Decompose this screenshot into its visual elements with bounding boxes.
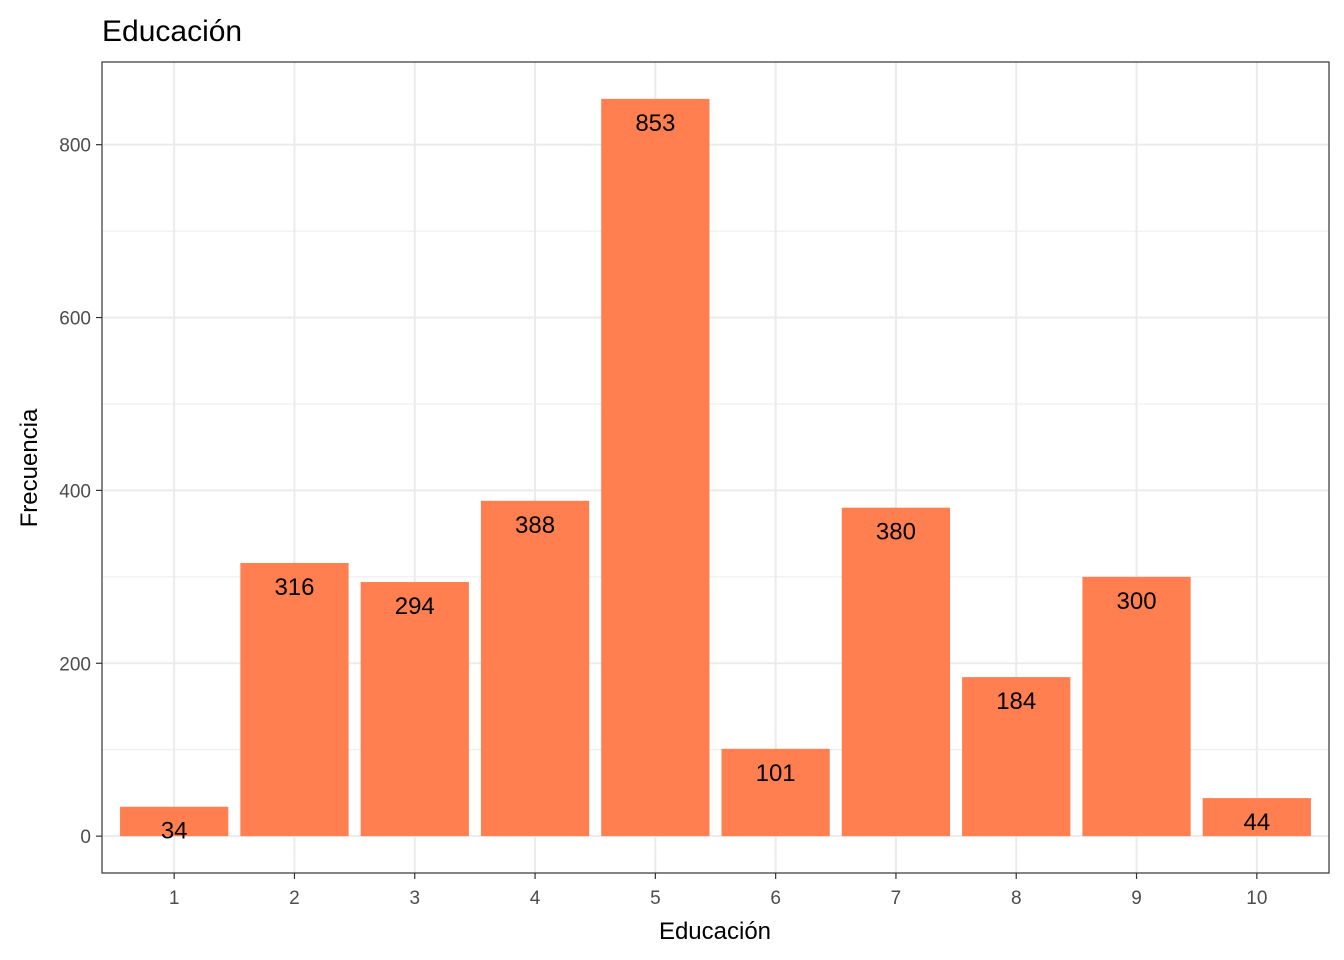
y-axis-title: Frecuencia (16, 408, 43, 527)
x-tick-label: 10 (1246, 888, 1267, 909)
x-axis-title: Educación (659, 918, 771, 945)
x-tick-label: 3 (409, 888, 420, 909)
y-tick-label: 800 (59, 136, 91, 157)
y-tick-label: 200 (59, 654, 91, 675)
x-tick-label: 5 (650, 888, 661, 909)
bar (841, 507, 951, 837)
y-axis: 0 200 400 600 800 (59, 136, 102, 848)
x-tick-label: 1 (169, 888, 180, 909)
x-tick-label: 9 (1131, 888, 1142, 909)
panel-border (101, 61, 1330, 874)
x-tick-label: 4 (530, 888, 541, 909)
bar-value-label: 380 (876, 519, 916, 546)
chart-title: Educación (102, 15, 242, 48)
bar (480, 500, 590, 837)
bar (1082, 576, 1191, 837)
bar (601, 98, 710, 837)
bar-value-label: 388 (515, 512, 555, 539)
bar-value-label: 294 (395, 593, 435, 620)
bar (962, 677, 1071, 837)
bar (1202, 798, 1311, 837)
bar (120, 806, 229, 837)
bar (721, 748, 830, 837)
x-tick-label: 2 (289, 888, 300, 909)
bar-value-label: 101 (756, 760, 796, 787)
bar-value-labels: 34 316 294 388 853 101 380 184 300 44 (161, 110, 1270, 845)
y-tick-label: 400 (59, 481, 91, 502)
bar-value-label: 44 (1243, 809, 1270, 836)
y-tick-label: 0 (80, 827, 91, 848)
x-tick-label: 6 (770, 888, 781, 909)
bars (120, 98, 1311, 837)
x-tick-label: 8 (1011, 888, 1022, 909)
y-tick-label: 600 (59, 309, 91, 330)
bar-value-label: 316 (274, 574, 314, 601)
bar (360, 582, 469, 837)
bar (240, 563, 349, 837)
bar-value-label: 184 (996, 688, 1036, 715)
bar-value-label: 34 (161, 818, 188, 845)
bar-value-label: 300 (1117, 588, 1157, 615)
bar-value-label: 853 (635, 110, 675, 137)
x-tick-label: 7 (891, 888, 902, 909)
x-axis: 1 2 3 4 5 6 7 8 9 10 (169, 873, 1267, 909)
